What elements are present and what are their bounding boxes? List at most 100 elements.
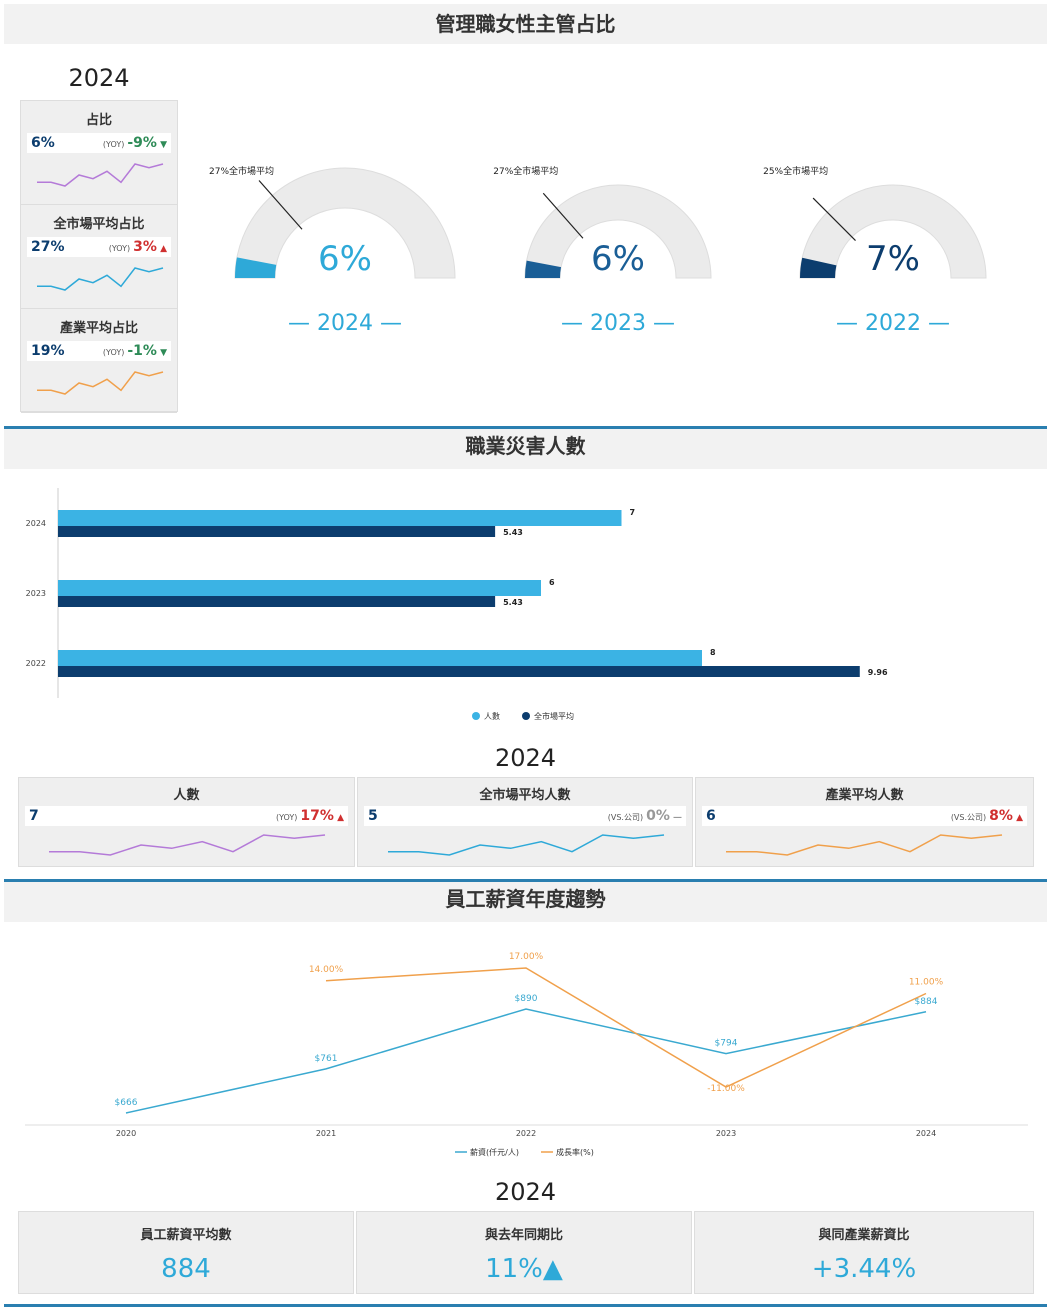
growth-label: -11.00% bbox=[707, 1084, 745, 1094]
sparkline bbox=[726, 834, 1003, 856]
salary-label: $890 bbox=[515, 994, 538, 1004]
gauge-value: 6% bbox=[318, 239, 372, 279]
section-title-female-managers: 管理職女性主管占比 bbox=[4, 4, 1047, 44]
y-tick-label: 2022 bbox=[26, 659, 46, 668]
section1-year: 2024 bbox=[68, 64, 130, 92]
yoy-label: (YOY) bbox=[108, 244, 131, 253]
legend-label: 人數 bbox=[484, 711, 500, 721]
legend-marker bbox=[522, 712, 530, 720]
divider bbox=[4, 426, 1047, 429]
summary-card: 產業平均人數 6 (VS.公司) 8% ▲ bbox=[695, 777, 1034, 867]
growth-line bbox=[325, 967, 927, 1088]
summary-value: 5 bbox=[368, 808, 378, 824]
kpi-column: 占比 6% (YOY) -9% ▼ 全市場平均占比 27% (YOY) 3% ▲ 產業平均占比 1… bbox=[20, 100, 178, 413]
kpi-value: 19% bbox=[31, 343, 65, 359]
compare-label: (VS.公司) bbox=[950, 813, 987, 822]
market-marker bbox=[542, 192, 584, 239]
bar-market-avg bbox=[58, 596, 496, 607]
kpi-yoy: (YOY) -9% ▼ bbox=[103, 135, 167, 151]
legend-marker bbox=[472, 712, 480, 720]
salary-label: $794 bbox=[715, 1039, 738, 1049]
summary-value-bar: 5 (VS.公司) 0% — bbox=[364, 806, 686, 826]
kpi-value: 27% bbox=[31, 239, 65, 255]
kpi-value-bar: 19% (YOY) -1% ▼ bbox=[27, 341, 171, 361]
x-tick-label: 2020 bbox=[116, 1129, 136, 1138]
bar-count bbox=[58, 580, 541, 596]
gauge-0: 27%全市場平均 6% — 2024 — bbox=[209, 165, 456, 336]
sparkline-path bbox=[37, 163, 164, 187]
data-label: 7 bbox=[630, 508, 636, 517]
salary-line-chart: 2020 2021 2022 2023 2024 $666 $761 $890 $794 $884… bbox=[25, 952, 1028, 1157]
summary-card: 全市場平均人數 5 (VS.公司) 0% — bbox=[357, 777, 693, 867]
gauge-1: 27%全市場平均 6% — 2023 — bbox=[493, 165, 712, 336]
bar-market-avg bbox=[58, 526, 496, 537]
trend-arrow-icon: ▲ bbox=[333, 813, 344, 823]
yoy-value: -1% bbox=[127, 343, 157, 359]
kpi-label: 占比 bbox=[85, 113, 112, 128]
kpi-card: 產業平均占比 19% (YOY) -1% ▼ bbox=[21, 309, 177, 413]
gauge-year: — 2023 — bbox=[561, 311, 675, 336]
data-label: 9.96 bbox=[868, 668, 888, 677]
growth-label: 17.00% bbox=[509, 952, 544, 962]
kpi-yoy: (YOY) 3% ▲ bbox=[109, 239, 167, 255]
y-tick-label: 2024 bbox=[26, 519, 46, 528]
section-title-injuries: 職業災害人數 bbox=[4, 429, 1047, 469]
data-label: 5.43 bbox=[503, 598, 523, 607]
summary-compare: (YOY) 17% ▲ bbox=[276, 808, 344, 824]
kpi-value-bar: 27% (YOY) 3% ▲ bbox=[27, 237, 171, 257]
sparkline-path bbox=[37, 267, 164, 291]
salary-label: $884 bbox=[915, 997, 938, 1007]
gauge-fill bbox=[800, 257, 837, 278]
summary-compare: (VS.公司) 0% — bbox=[608, 808, 682, 824]
sparkline-path bbox=[388, 834, 665, 856]
growth-label: 14.00% bbox=[309, 965, 344, 975]
trend-arrow-icon: ▼ bbox=[156, 140, 167, 150]
x-tick-label: 2022 bbox=[516, 1129, 536, 1138]
kpi-value-bar: 6% (YOY) -9% ▼ bbox=[27, 133, 171, 153]
data-label: 8 bbox=[710, 648, 716, 657]
compare-value: 0% bbox=[646, 808, 670, 824]
market-label: 27%全市場平均 bbox=[209, 165, 274, 177]
sparkline bbox=[37, 163, 164, 187]
sparkline-path bbox=[726, 834, 1003, 856]
salary-summary-label: 與去年同期比 bbox=[484, 1228, 563, 1243]
summary-value-bar: 6 (VS.公司) 8% ▲ bbox=[702, 806, 1027, 826]
legend-label: 成長率(%) bbox=[556, 1147, 594, 1157]
bar-market-avg bbox=[58, 666, 860, 677]
legend-label: 全市場平均 bbox=[534, 711, 574, 721]
summary-label: 人數 bbox=[173, 788, 200, 803]
summary-label: 全市場平均人數 bbox=[479, 788, 571, 803]
data-label: 5.43 bbox=[503, 528, 523, 537]
kpi-yoy: (YOY) -1% ▼ bbox=[103, 343, 167, 359]
injury-bar-chart: 2024 7 5.43 2023 6 5.43 2022 8 9.96 人數 全市場平均 bbox=[26, 488, 888, 721]
market-label: 25%全市場平均 bbox=[763, 165, 828, 177]
salary-summary-value: +3.44% bbox=[811, 1254, 917, 1284]
gauge-track bbox=[524, 184, 712, 279]
gauge-chart: 27%全市場平均 6% — 2024 — 27%全市場平均 6% — 2023 — 25%全… bbox=[209, 165, 987, 336]
summary-value-bar: 7 (YOY) 17% ▲ bbox=[25, 806, 348, 826]
x-tick-label: 2021 bbox=[316, 1129, 336, 1138]
salary-summary-label: 員工薪資平均數 bbox=[140, 1228, 232, 1243]
kpi-card: 全市場平均占比 27% (YOY) 3% ▲ bbox=[21, 205, 177, 309]
sparkline bbox=[49, 834, 326, 856]
gauge-fill bbox=[525, 260, 562, 278]
trend-arrow-icon: ▲ bbox=[156, 244, 167, 254]
kpi-card: 占比 6% (YOY) -9% ▼ bbox=[21, 101, 177, 205]
summary-card: 人數 7 (YOY) 17% ▲ bbox=[18, 777, 355, 867]
growth-label: 11.00% bbox=[909, 978, 944, 988]
yoy-label: (YOY) bbox=[102, 348, 125, 357]
yoy-value: -9% bbox=[127, 135, 157, 151]
sparkline bbox=[388, 834, 665, 856]
gauge-value: 6% bbox=[591, 239, 645, 279]
gauge-year: — 2024 — bbox=[288, 311, 402, 336]
summary-value: 6 bbox=[706, 808, 716, 824]
kpi-value: 6% bbox=[31, 135, 55, 151]
gauge-value: 7% bbox=[866, 239, 920, 279]
sparkline-path bbox=[49, 834, 326, 856]
data-label: 6 bbox=[549, 578, 555, 587]
salary-summary-card: 員工薪資平均數 884 bbox=[18, 1211, 354, 1294]
salary-summary-value: 11%▲ bbox=[485, 1254, 563, 1284]
trend-arrow-icon: ▼ bbox=[156, 348, 167, 358]
sparkline bbox=[37, 267, 164, 291]
bar-count bbox=[58, 650, 702, 666]
